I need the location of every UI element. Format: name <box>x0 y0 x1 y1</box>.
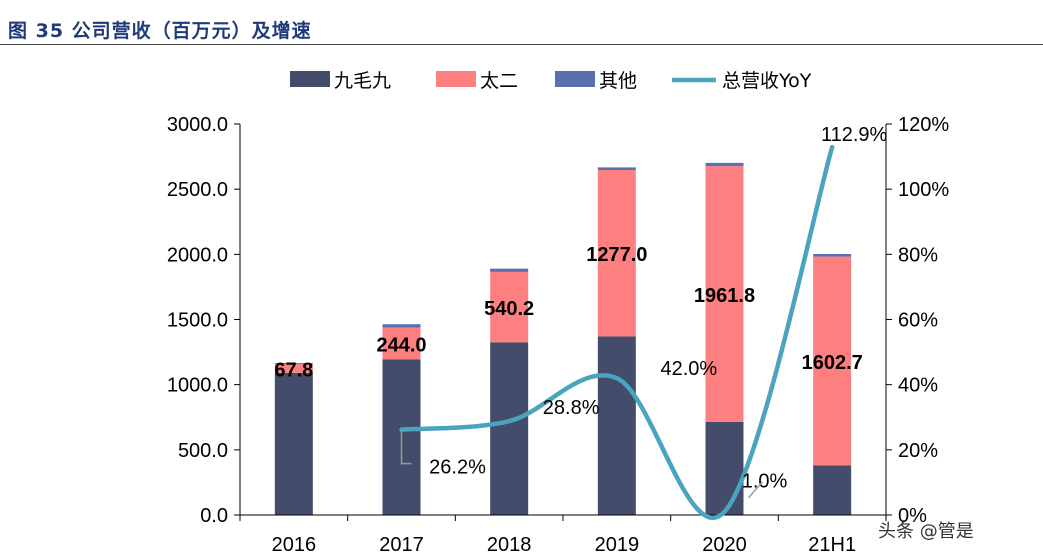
legend-item-1-label: 太二 <box>480 70 518 92</box>
y-right-tick-label: 0% <box>898 505 927 527</box>
legend-item-2-label: 其他 <box>599 70 637 92</box>
bar-other-2019 <box>597 167 636 171</box>
bar-jiumaojiu-2019 <box>597 336 636 515</box>
axes-layer: 0.0 500.0 1000.0 1500.0 2000.0 2500.0 3000.0 0%… <box>167 114 950 556</box>
bar-other-21H1 <box>813 253 852 257</box>
bar-taier-2016 <box>274 364 313 373</box>
bars-layer <box>274 162 852 515</box>
title-divider <box>0 44 1043 45</box>
y-right-tick-label: 80% <box>898 244 938 266</box>
watermark: 头条 @管是 <box>878 521 974 542</box>
yoy-line <box>399 144 835 520</box>
yoy-point-2020 <box>722 509 727 514</box>
yoy-value-label-2017: 26.2% <box>429 457 486 479</box>
x-tick-label-2019: 2019 <box>595 534 640 556</box>
y-right-tick-label: 40% <box>898 375 938 397</box>
legend-item-0-label: 九毛九 <box>334 70 391 92</box>
y-left-tick-label: 2500.0 <box>167 179 228 201</box>
legend: 九毛九 太二 其他 总营收YoY <box>290 70 812 92</box>
yoy-leader-2017 <box>400 429 412 465</box>
yoy-leader-2020 <box>747 481 764 499</box>
legend-item-0-swatch <box>290 71 330 87</box>
bar-taier-2017 <box>382 327 421 360</box>
yoy-line-layer <box>399 144 835 520</box>
bar-value-label-2019: 1277.0 <box>586 244 647 266</box>
figure-title: 图 35 公司营收（百万元）及增速 <box>8 20 312 42</box>
x-tick-label-2020: 2020 <box>702 534 747 556</box>
bar-other-2020 <box>705 162 744 167</box>
x-tick-label-2017: 2017 <box>379 534 424 556</box>
bar-jiumaojiu-2018 <box>490 342 529 515</box>
yoy-point-2018 <box>507 419 512 424</box>
bar-value-label-21H1: 1602.7 <box>802 352 863 374</box>
x-tick-label-21H1: 21H1 <box>808 534 856 556</box>
bar-value-label-2020: 1961.8 <box>694 285 755 307</box>
y-right-tick-label: 20% <box>898 440 938 462</box>
yoy-value-label-2019: 42.0% <box>660 358 717 380</box>
labels-layer: 67.8 244.0 540.2 1277.0 1961.8 1602.7 26.2% 28.… <box>274 124 888 499</box>
bar-jiumaojiu-2016 <box>274 372 313 515</box>
bar-taier-2019 <box>597 170 636 337</box>
yoy-value-label-21H1: 112.9% <box>821 124 888 146</box>
bar-taier-2020 <box>705 166 744 422</box>
bar-jiumaojiu-2020 <box>705 421 744 515</box>
legend-item-2-swatch <box>555 71 595 87</box>
bar-value-label-2016: 67.8 <box>274 360 313 382</box>
y-left-tick-label: 1500.0 <box>167 310 228 332</box>
y-left-tick-label: 2000.0 <box>167 244 228 266</box>
yoy-point-2019 <box>614 376 619 381</box>
legend-item-3-label: 总营收YoY <box>722 70 812 92</box>
bar-other-2017 <box>382 324 421 328</box>
yoy-point-21H1 <box>830 145 835 150</box>
legend-item-1-swatch <box>436 71 476 87</box>
y-right-tick-label: 120% <box>898 114 949 136</box>
y-left-tick-label: 0.0 <box>200 505 228 527</box>
bar-taier-2018 <box>490 271 529 343</box>
x-tick-label-2016: 2016 <box>272 534 317 556</box>
x-tick-label-2018: 2018 <box>487 534 532 556</box>
y-left-tick-label: 3000.0 <box>167 114 228 136</box>
y-left-tick-label: 1000.0 <box>167 375 228 397</box>
bar-jiumaojiu-21H1 <box>813 465 852 515</box>
y-right-tick-label: 100% <box>898 179 949 201</box>
bar-other-2018 <box>490 268 529 272</box>
bar-taier-21H1 <box>813 256 852 466</box>
y-right-tick-label: 60% <box>898 310 938 332</box>
bar-other-2016 <box>274 363 313 365</box>
yoy-value-label-2018: 28.8% <box>543 397 600 419</box>
bar-value-label-2018: 540.2 <box>484 298 534 320</box>
bar-value-label-2017: 244.0 <box>376 334 426 356</box>
y-left-tick-label: 500.0 <box>178 440 228 462</box>
yoy-value-label-2020: 1.0% <box>742 471 788 493</box>
